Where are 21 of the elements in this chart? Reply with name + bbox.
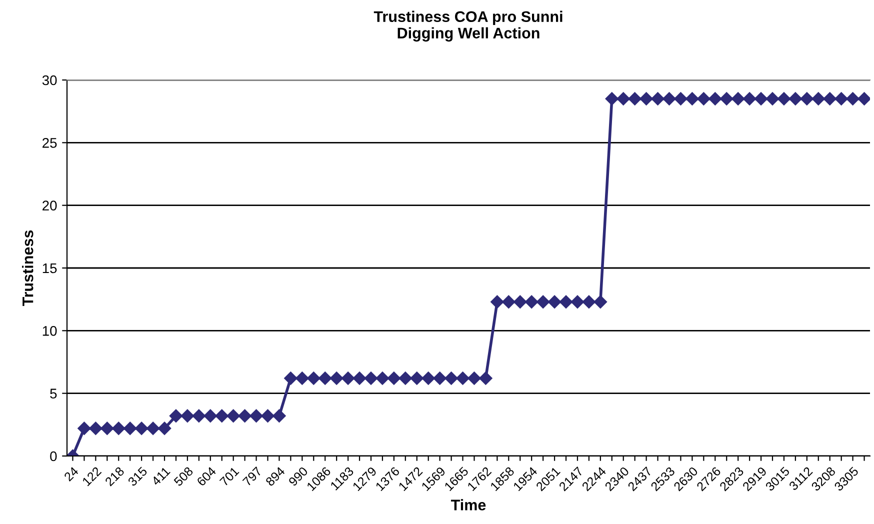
chart-title: Trustiness COA pro Sunni Digging Well Action xyxy=(374,10,562,42)
y-tick-label: 0 xyxy=(50,451,57,462)
x-tick-label: 218 xyxy=(104,466,125,487)
x-tick-label: 508 xyxy=(173,466,194,487)
x-tick-label: 315 xyxy=(127,466,148,487)
y-tick-label: 25 xyxy=(42,138,57,148)
x-tick-label: 122 xyxy=(82,466,102,486)
y-tick-label: 10 xyxy=(42,326,57,336)
x-tick-label: 411 xyxy=(150,466,170,486)
x-tick-label: 24 xyxy=(64,466,79,482)
y-tick-label: 15 xyxy=(42,263,57,274)
x-tick-label: 701 xyxy=(219,466,240,487)
y-tick-label: 20 xyxy=(42,200,57,211)
y-tick-label: 5 xyxy=(50,388,57,399)
x-tick-label: 894 xyxy=(265,466,286,487)
y-tick-label: 30 xyxy=(42,75,57,86)
x-tick-label: 797 xyxy=(242,466,262,487)
x-tick-label: 604 xyxy=(196,466,217,487)
x-tick-label: 990 xyxy=(288,466,308,487)
y-axis-title: Trustiness xyxy=(22,230,34,306)
x-axis-title: Time xyxy=(450,499,486,510)
